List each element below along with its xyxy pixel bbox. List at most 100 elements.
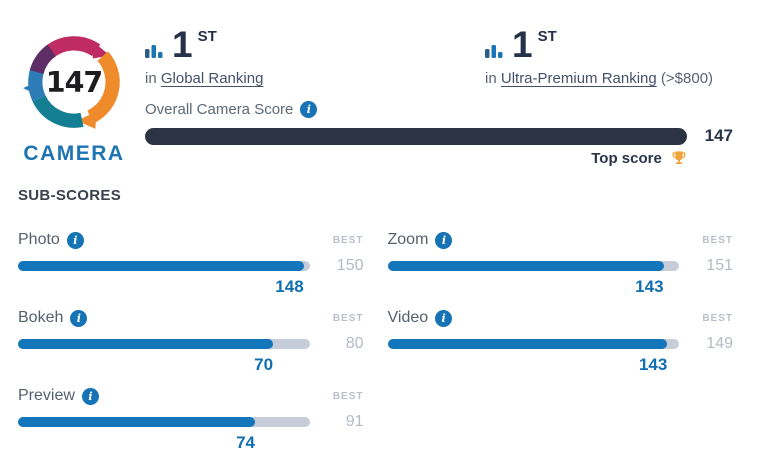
subscore-bar-fill (18, 417, 255, 427)
best-value: 151 (706, 257, 733, 274)
best-label: BEST (702, 312, 733, 324)
logo-arc-teal (32, 95, 84, 128)
subscore-bar-track (387, 339, 679, 349)
rank-ordinal: ST (197, 28, 217, 45)
camera-label: CAMERA (23, 142, 125, 165)
subscore-value-wrap: 143 (388, 355, 668, 375)
subscores-right-column: Zoom i BEST 151 143 Vi (387, 230, 734, 464)
ranking-bars-icon (485, 45, 503, 58)
subscore-bar-row: 91 (18, 413, 364, 431)
subscore-bar-row: 80 (18, 335, 364, 353)
logo-arc-magenta (44, 36, 101, 59)
best-label: BEST (702, 234, 733, 246)
best-label: BEST (332, 312, 364, 324)
rank-line: 1 ST (145, 24, 485, 65)
overall-score-section: Overall Camera Score i 147 Top score (145, 101, 733, 167)
subscore-header: Bokeh i BEST (18, 308, 364, 328)
subscore-bar-row: 151 (387, 257, 733, 275)
subscore-bar-track (18, 339, 310, 349)
best-label: BEST (332, 390, 364, 402)
rank-ordinal: ST (537, 28, 557, 45)
subscore-item-video: Video i BEST 149 143 (387, 308, 734, 375)
overall-score-bar-row: 147 (145, 126, 733, 146)
subscore-label: Photo (18, 231, 60, 248)
camera-score-logo: 147 CAMERA (18, 26, 130, 167)
rank-number: 1 (512, 24, 533, 65)
subscore-label: Video (387, 309, 429, 326)
subscore-value: 143 (635, 277, 664, 296)
subscore-item-zoom: Zoom i BEST 151 143 (387, 230, 734, 297)
subscore-bar-fill (387, 339, 668, 349)
rank-line: 1 ST (485, 24, 713, 65)
rank-number: 1 (172, 24, 193, 65)
overall-score-value: 147 (704, 126, 733, 145)
subscore-value-wrap: 74 (18, 433, 255, 453)
info-icon[interactable]: i (81, 387, 99, 405)
subscore-label: Preview (18, 387, 75, 404)
subscore-value-row: 143 (388, 355, 680, 375)
subscore-bar-row: 150 (18, 257, 364, 275)
subscore-item-bokeh: Bokeh i BEST 80 70 (18, 308, 364, 375)
rank-prefix: in (485, 70, 497, 87)
rank-prefix: in (145, 70, 157, 87)
logo-center (43, 51, 105, 113)
score-main-area: 1 ST in Global Ranking (145, 26, 733, 167)
logo-arc-purple (29, 44, 57, 75)
subscore-bar-track (18, 261, 310, 271)
best-label: BEST (332, 234, 364, 246)
rank-caption: in Global Ranking (145, 70, 485, 87)
subscore-value-row: 148 (18, 277, 310, 297)
overall-score-bar-track (145, 127, 687, 145)
logo-score: 147 (46, 66, 102, 99)
subscore-value: 74 (236, 433, 255, 452)
logo-arrow-blue (23, 78, 43, 98)
subscore-header: Preview i BEST (18, 386, 364, 406)
rank-note: (>$800) (660, 70, 714, 87)
overall-score-bar (145, 127, 687, 145)
subscore-value-wrap: 148 (18, 277, 303, 297)
top-section: 147 CAMERA 1 ST (18, 26, 733, 167)
subscore-bar-track (387, 261, 679, 271)
global-ranking-block: 1 ST in Global Ranking (145, 24, 485, 87)
best-value: 91 (345, 413, 364, 430)
info-icon[interactable]: i (300, 101, 318, 118)
subscore-value-wrap: 143 (388, 277, 664, 297)
logo-arc-orange (86, 51, 120, 124)
overall-score-label: Overall Camera Score (145, 101, 294, 118)
best-value: 80 (345, 335, 364, 352)
overall-score-label-row: Overall Camera Score i (145, 101, 733, 118)
trophy-icon (672, 151, 686, 164)
top-score-label: Top score (591, 150, 662, 167)
ultra-premium-ranking-link[interactable]: Ultra-Premium Ranking (500, 70, 657, 87)
subscore-item-preview: Preview i BEST 91 74 (18, 386, 364, 453)
subscore-header: Zoom i BEST (388, 230, 734, 250)
subscore-value-row: 70 (18, 355, 310, 375)
subscore-header: Video i BEST (388, 308, 734, 328)
subscore-value: 143 (638, 355, 668, 374)
subscores-grid: Photo i BEST 150 148 B (18, 230, 733, 464)
subscore-bar-row: 149 (387, 335, 733, 353)
logo-swirl: 147 (23, 36, 120, 129)
subscores-left-column: Photo i BEST 150 148 B (18, 230, 364, 464)
ultra-premium-ranking-block: 1 ST in Ultra-Premium Ranking (>$800) (485, 24, 713, 87)
best-value: 150 (336, 257, 364, 274)
subscore-value-row: 143 (388, 277, 680, 297)
best-value: 149 (706, 335, 733, 352)
logo-arrow-orange (77, 111, 97, 129)
subscore-bar-fill (18, 339, 274, 349)
subscore-bar-track (18, 417, 310, 427)
subscores-heading: SUB-SCORES (18, 187, 122, 204)
info-icon[interactable]: i (70, 309, 88, 327)
rankings-row: 1 ST in Global Ranking (145, 24, 733, 87)
subscore-value: 70 (254, 355, 274, 374)
subscore-label: Bokeh (18, 309, 64, 326)
info-icon[interactable]: i (435, 231, 453, 249)
subscore-bar-fill (387, 261, 664, 271)
info-icon[interactable]: i (435, 309, 453, 327)
rank-caption: in Ultra-Premium Ranking (>$800) (485, 70, 713, 87)
global-ranking-link[interactable]: Global Ranking (160, 70, 264, 87)
subscore-value-row: 74 (18, 433, 310, 453)
info-icon[interactable]: i (66, 231, 84, 249)
subscore-label: Zoom (387, 231, 429, 248)
